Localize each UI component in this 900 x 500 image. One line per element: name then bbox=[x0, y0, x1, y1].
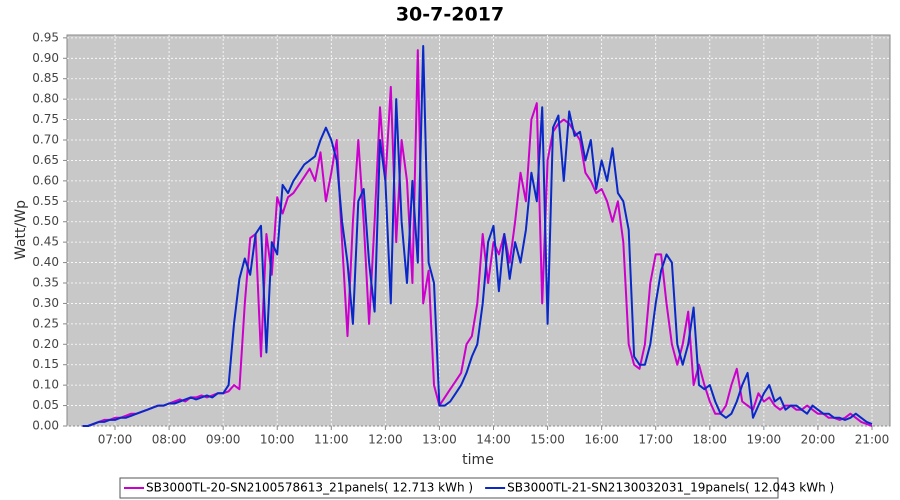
x-tick-label: 08:00 bbox=[152, 433, 187, 447]
x-tick-label: 09:00 bbox=[206, 433, 241, 447]
x-axis-label: time bbox=[462, 452, 494, 468]
y-tick-label: 0.80 bbox=[32, 92, 59, 106]
y-tick-label: 0.65 bbox=[32, 153, 59, 167]
y-tick-label: 0.90 bbox=[32, 51, 59, 65]
x-tick-label: 19:00 bbox=[747, 433, 782, 447]
x-tick-label: 07:00 bbox=[98, 433, 133, 447]
legend bbox=[119, 477, 779, 499]
chart-title: 30-7-2017 bbox=[396, 4, 504, 26]
y-tick-label: 0.25 bbox=[32, 316, 59, 330]
x-tick-label: 15:00 bbox=[530, 433, 565, 447]
y-tick-label: 0.20 bbox=[32, 337, 59, 351]
x-tick-label: 11:00 bbox=[314, 433, 349, 447]
y-tick-label: 0.95 bbox=[32, 30, 59, 44]
x-tick-label: 13:00 bbox=[422, 433, 457, 447]
y-tick-label: 0.60 bbox=[32, 173, 59, 187]
legend-label: SB3000TL-20-SN2100578613_21panels( 12.71… bbox=[146, 481, 473, 495]
y-tick-label: 0.00 bbox=[32, 419, 59, 433]
plot-area bbox=[66, 34, 891, 427]
x-tick-label: 18:00 bbox=[692, 433, 727, 447]
y-tick-label: 0.85 bbox=[32, 71, 59, 85]
x-tick-label: 21:00 bbox=[855, 433, 890, 447]
y-tick-label: 0.35 bbox=[32, 276, 59, 290]
y-tick-label: 0.75 bbox=[32, 112, 59, 126]
legend-label: SB3000TL-21-SN2130032031_19panels( 12.04… bbox=[507, 481, 834, 495]
y-tick-label: 0.50 bbox=[32, 214, 59, 228]
y-tick-label: 0.30 bbox=[32, 296, 59, 310]
y-tick-label: 0.15 bbox=[32, 357, 59, 371]
y-axis-label: Watt/Wp bbox=[13, 200, 29, 260]
y-tick-label: 0.70 bbox=[32, 133, 59, 147]
y-tick-label: 0.05 bbox=[32, 398, 59, 412]
x-tick-label: 12:00 bbox=[368, 433, 403, 447]
x-tick-label: 14:00 bbox=[476, 433, 511, 447]
series-line bbox=[82, 45, 873, 427]
y-tick-label: 0.55 bbox=[32, 194, 59, 208]
x-tick-label: 17:00 bbox=[638, 433, 673, 447]
x-tick-label: 20:00 bbox=[801, 433, 836, 447]
y-tick-label: 0.10 bbox=[32, 378, 59, 392]
y-tick-label: 0.45 bbox=[32, 235, 59, 249]
x-tick-label: 10:00 bbox=[260, 433, 295, 447]
x-tick-label: 16:00 bbox=[584, 433, 619, 447]
y-tick-label: 0.40 bbox=[32, 255, 59, 269]
